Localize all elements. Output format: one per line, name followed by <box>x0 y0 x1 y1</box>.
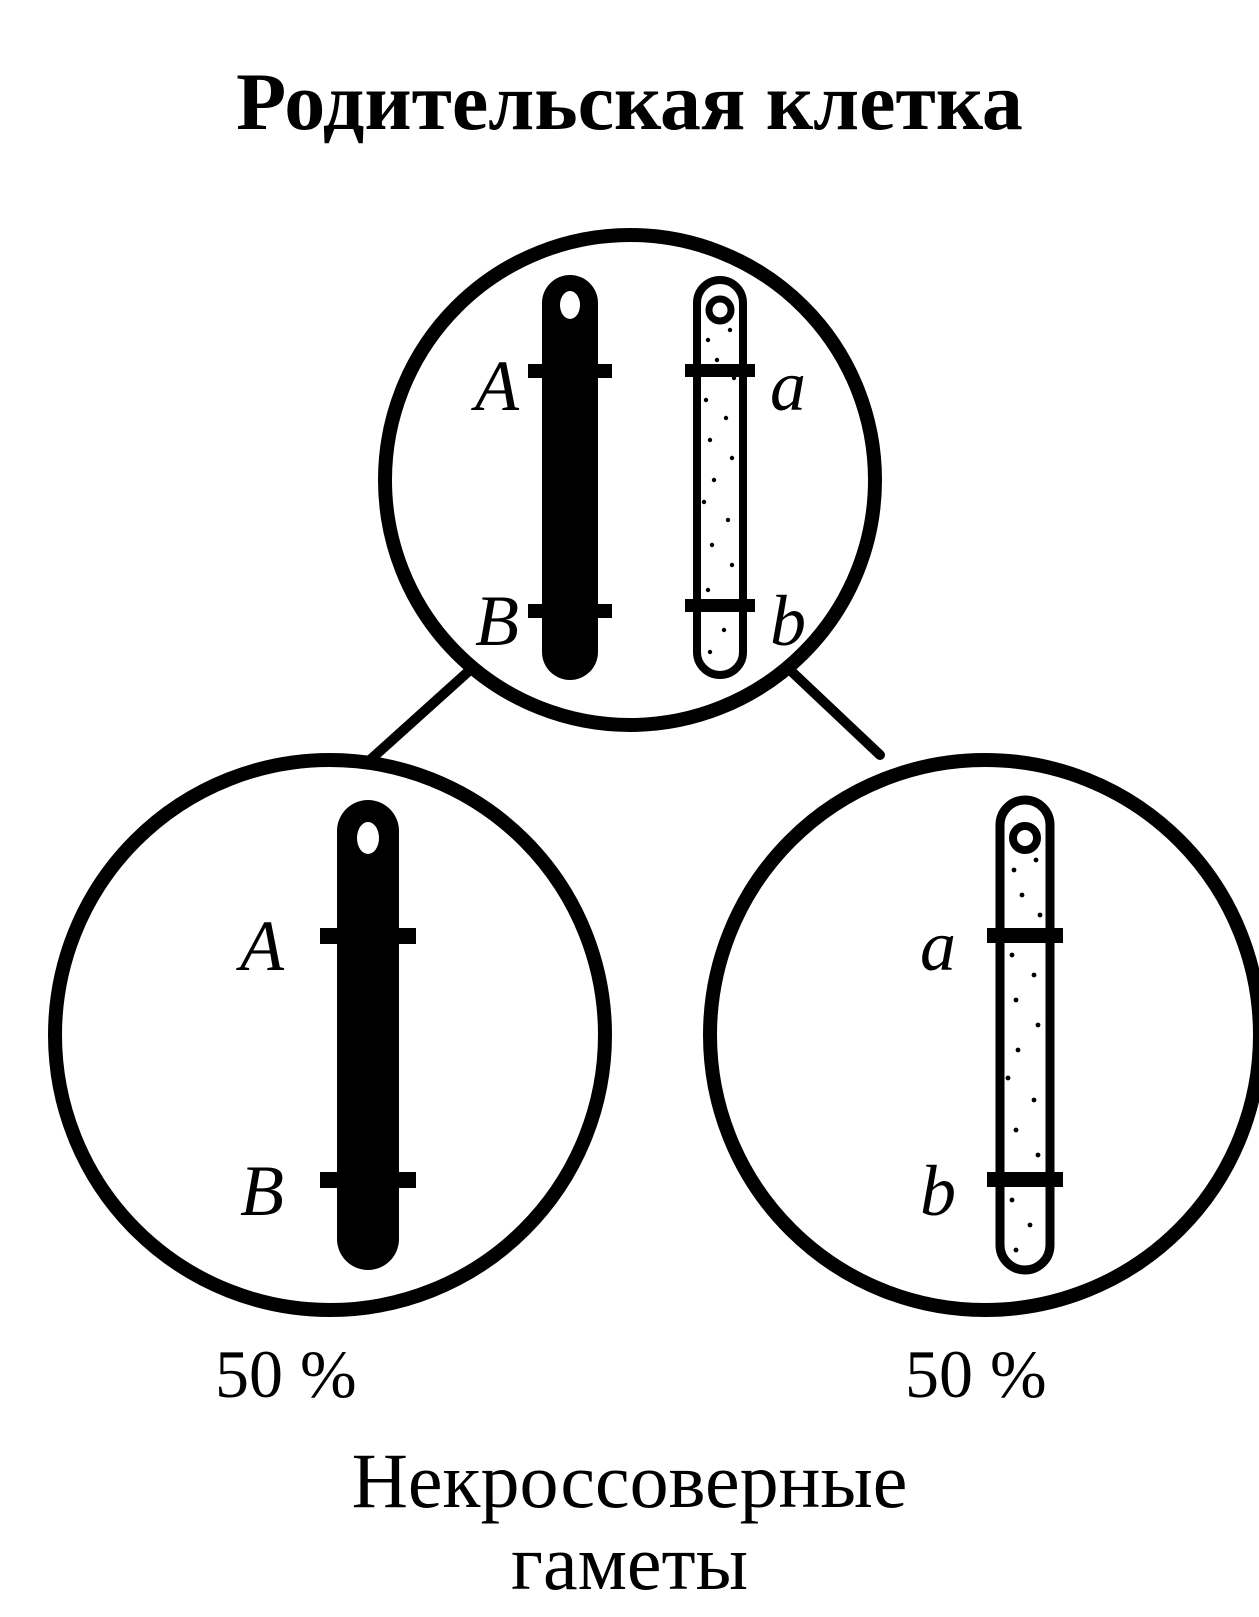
allele-label-parent-A: A <box>475 345 519 428</box>
gamete-left-circle <box>55 760 605 1310</box>
allele-label-gamete-left-A: A <box>240 905 284 988</box>
allele-label-gamete-left-B: B <box>240 1150 284 1233</box>
percent-label-right: 50 % <box>905 1335 1047 1414</box>
connector-left <box>370 670 470 760</box>
allele-label-parent-B: B <box>475 580 519 663</box>
caption-line-2: гаметы <box>511 1519 748 1606</box>
parent-chromosome-light <box>685 280 755 675</box>
caption-line-1: Некроссоверные <box>352 1437 908 1524</box>
allele-label-parent-a: a <box>770 345 806 428</box>
gamete-right-circle <box>710 760 1259 1310</box>
gamete-right-chromosome-light <box>987 800 1063 1270</box>
caption-bottom: Некроссоверные гаметы <box>0 1440 1259 1604</box>
diagram-svg <box>0 0 1259 1617</box>
allele-label-gamete-right-a: a <box>920 905 956 988</box>
percent-label-left: 50 % <box>215 1335 357 1414</box>
connector-right <box>790 670 880 755</box>
allele-label-gamete-right-b: b <box>920 1150 956 1233</box>
allele-label-parent-b: b <box>770 580 806 663</box>
